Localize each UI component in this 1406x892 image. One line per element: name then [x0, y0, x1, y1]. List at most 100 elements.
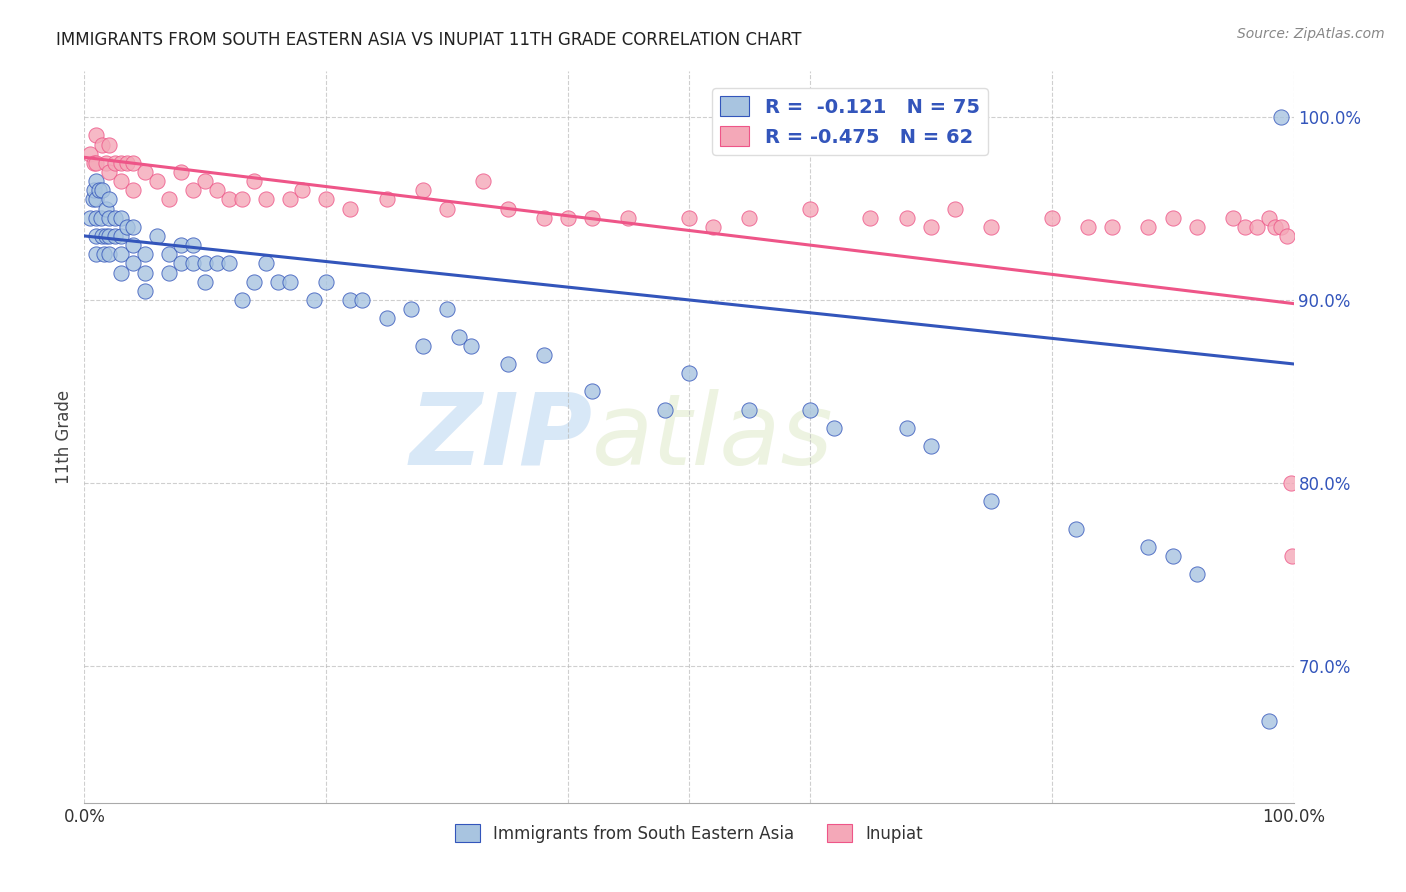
- Point: [1281, 549, 1303, 563]
- Point: [1185, 567, 1208, 582]
- Point: [339, 202, 361, 216]
- Point: [412, 183, 434, 197]
- Point: [315, 275, 337, 289]
- Point: [920, 219, 942, 234]
- Point: [157, 247, 180, 261]
- Point: [110, 211, 132, 225]
- Point: [943, 202, 966, 216]
- Point: [1258, 211, 1281, 225]
- Point: [896, 211, 918, 225]
- Point: [134, 265, 156, 279]
- Point: [170, 256, 193, 270]
- Point: [134, 284, 156, 298]
- Point: [93, 247, 115, 261]
- Point: [170, 238, 193, 252]
- Point: [738, 402, 761, 417]
- Point: [110, 174, 132, 188]
- Point: [146, 228, 169, 243]
- Point: [291, 183, 314, 197]
- Point: [496, 202, 519, 216]
- Text: ZIP: ZIP: [409, 389, 592, 485]
- Point: [1270, 110, 1292, 124]
- Point: [738, 211, 761, 225]
- Point: [79, 211, 101, 225]
- Point: [181, 238, 204, 252]
- Point: [1161, 211, 1184, 225]
- Text: atlas: atlas: [592, 389, 834, 485]
- Point: [302, 293, 325, 307]
- Point: [823, 421, 845, 435]
- Point: [920, 439, 942, 453]
- Y-axis label: 11th Grade: 11th Grade: [55, 390, 73, 484]
- Point: [97, 228, 120, 243]
- Point: [104, 228, 127, 243]
- Point: [1258, 714, 1281, 728]
- Point: [170, 165, 193, 179]
- Point: [121, 219, 143, 234]
- Point: [1101, 219, 1123, 234]
- Point: [83, 183, 105, 197]
- Point: [1277, 228, 1299, 243]
- Point: [980, 219, 1002, 234]
- Point: [1137, 540, 1160, 554]
- Point: [94, 155, 117, 169]
- Point: [254, 192, 277, 206]
- Point: [472, 174, 495, 188]
- Point: [121, 183, 143, 197]
- Point: [436, 202, 458, 216]
- Point: [87, 183, 110, 197]
- Point: [654, 402, 676, 417]
- Point: [315, 192, 337, 206]
- Point: [799, 202, 821, 216]
- Point: [1185, 219, 1208, 234]
- Point: [278, 275, 301, 289]
- Point: [194, 174, 217, 188]
- Point: [278, 192, 301, 206]
- Point: [1077, 219, 1099, 234]
- Point: [110, 155, 132, 169]
- Point: [339, 293, 361, 307]
- Point: [121, 155, 143, 169]
- Point: [218, 256, 240, 270]
- Text: Source: ZipAtlas.com: Source: ZipAtlas.com: [1237, 27, 1385, 41]
- Point: [207, 183, 229, 197]
- Point: [97, 247, 120, 261]
- Point: [352, 293, 374, 307]
- Point: [557, 211, 579, 225]
- Point: [617, 211, 640, 225]
- Point: [533, 211, 555, 225]
- Point: [86, 211, 108, 225]
- Point: [1264, 219, 1286, 234]
- Point: [157, 265, 180, 279]
- Point: [90, 211, 112, 225]
- Point: [412, 338, 434, 352]
- Point: [121, 238, 143, 252]
- Point: [1222, 211, 1244, 225]
- Point: [104, 155, 127, 169]
- Point: [104, 211, 127, 225]
- Point: [97, 165, 120, 179]
- Point: [231, 293, 253, 307]
- Point: [86, 128, 108, 143]
- Point: [134, 165, 156, 179]
- Point: [242, 275, 264, 289]
- Point: [678, 366, 700, 380]
- Point: [82, 192, 104, 206]
- Point: [181, 183, 204, 197]
- Point: [218, 192, 240, 206]
- Point: [496, 357, 519, 371]
- Point: [110, 247, 132, 261]
- Point: [460, 338, 482, 352]
- Point: [581, 211, 603, 225]
- Point: [91, 137, 114, 152]
- Point: [980, 494, 1002, 508]
- Point: [91, 228, 114, 243]
- Legend: Immigrants from South Eastern Asia, Inupiat: Immigrants from South Eastern Asia, Inup…: [449, 818, 929, 849]
- Point: [207, 256, 229, 270]
- Point: [533, 348, 555, 362]
- Point: [97, 192, 120, 206]
- Point: [859, 211, 882, 225]
- Point: [91, 183, 114, 197]
- Point: [110, 228, 132, 243]
- Point: [146, 174, 169, 188]
